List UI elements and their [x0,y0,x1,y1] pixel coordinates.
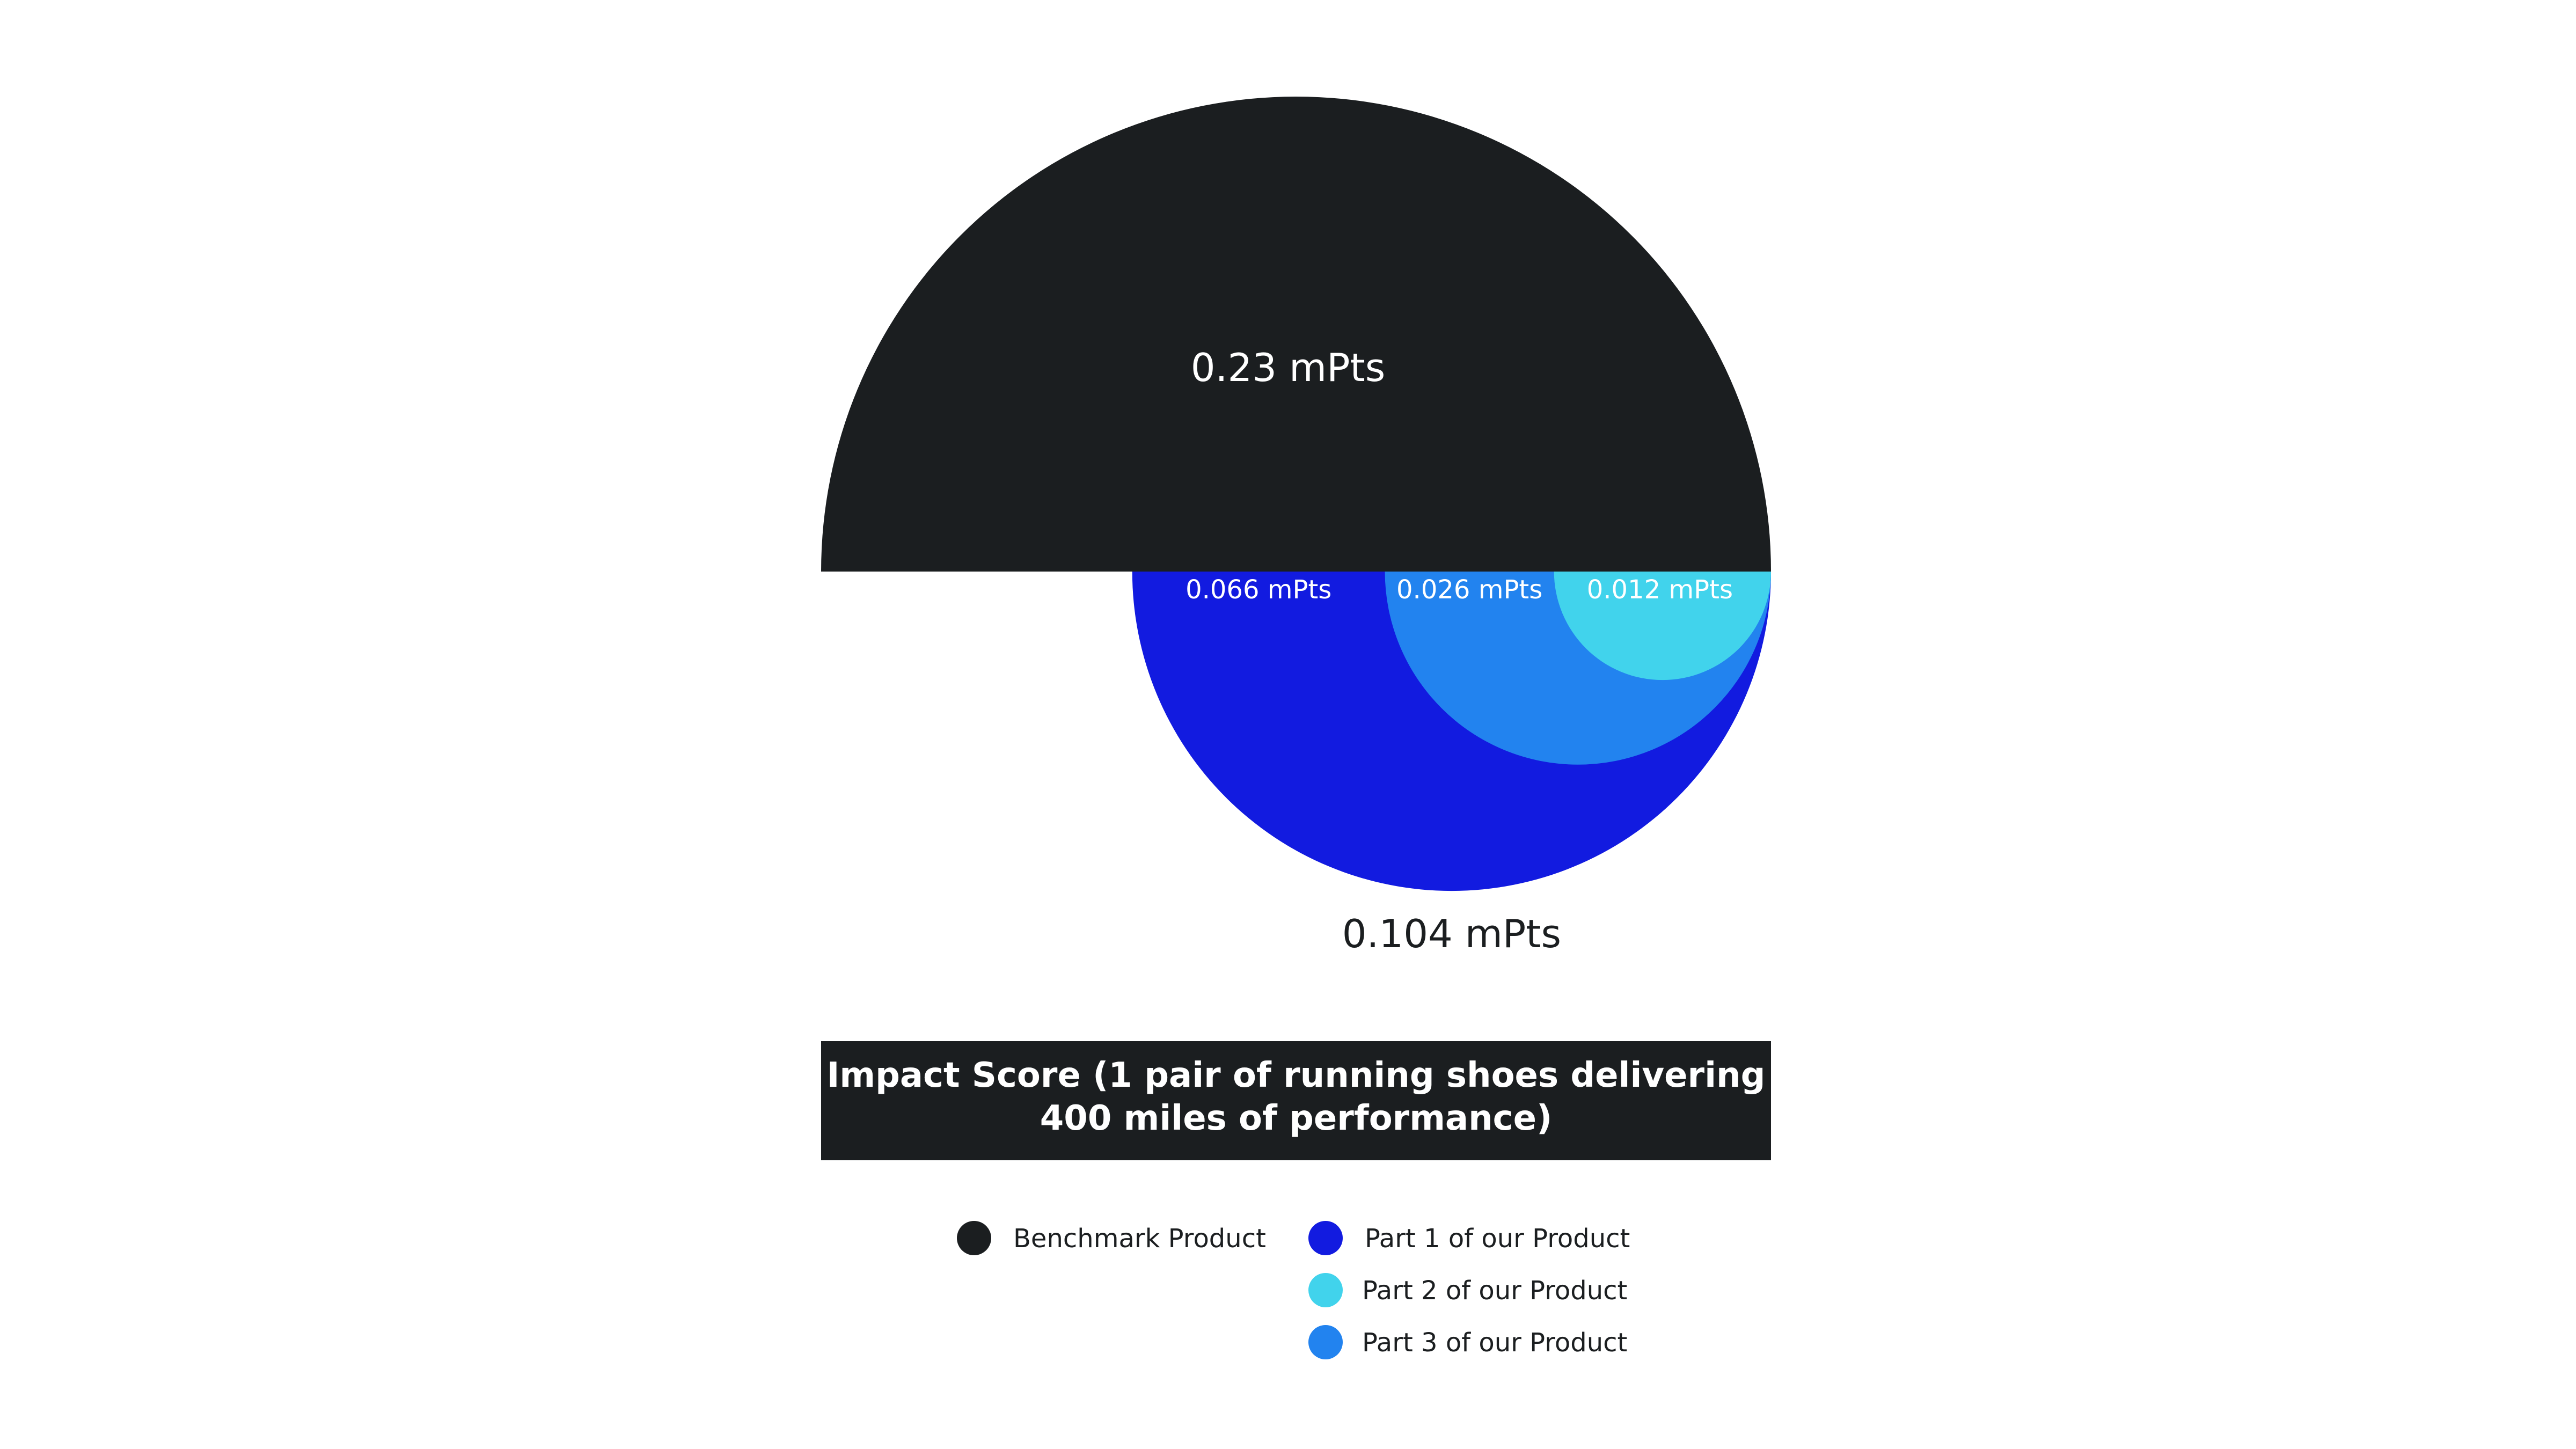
benchmark-value-label: 0.23 mPts [1191,345,1386,390]
legend: Benchmark Product Part 1 of our Product … [957,1221,1630,1359]
legend-swatch-part2 [1308,1273,1343,1307]
chart-title-line-2: 400 miles of performance) [1040,1099,1553,1138]
part2-value-label: 0.012 mPts [1587,575,1733,605]
legend-swatch-part1 [1308,1221,1343,1255]
legend-label-part1: Part 1 of our Product [1365,1224,1630,1254]
chart-title-line-1: Impact Score (1 pair of running shoes de… [827,1056,1766,1095]
legend-label-part2: Part 2 of our Product [1362,1276,1627,1306]
part3-value-label: 0.026 mPts [1396,575,1542,605]
legend-swatch-benchmark [957,1221,991,1255]
benchmark-semicircle [821,97,1771,572]
legend-label-benchmark: Benchmark Product [1013,1224,1266,1254]
total-value-label: 0.104 mPts [1342,911,1561,956]
legend-swatch-part3 [1308,1325,1343,1359]
legend-label-part3: Part 3 of our Product [1362,1328,1627,1358]
part1-value-label: 0.066 mPts [1185,575,1331,605]
part2-circle [1554,572,1771,680]
title-box [821,1041,1771,1160]
